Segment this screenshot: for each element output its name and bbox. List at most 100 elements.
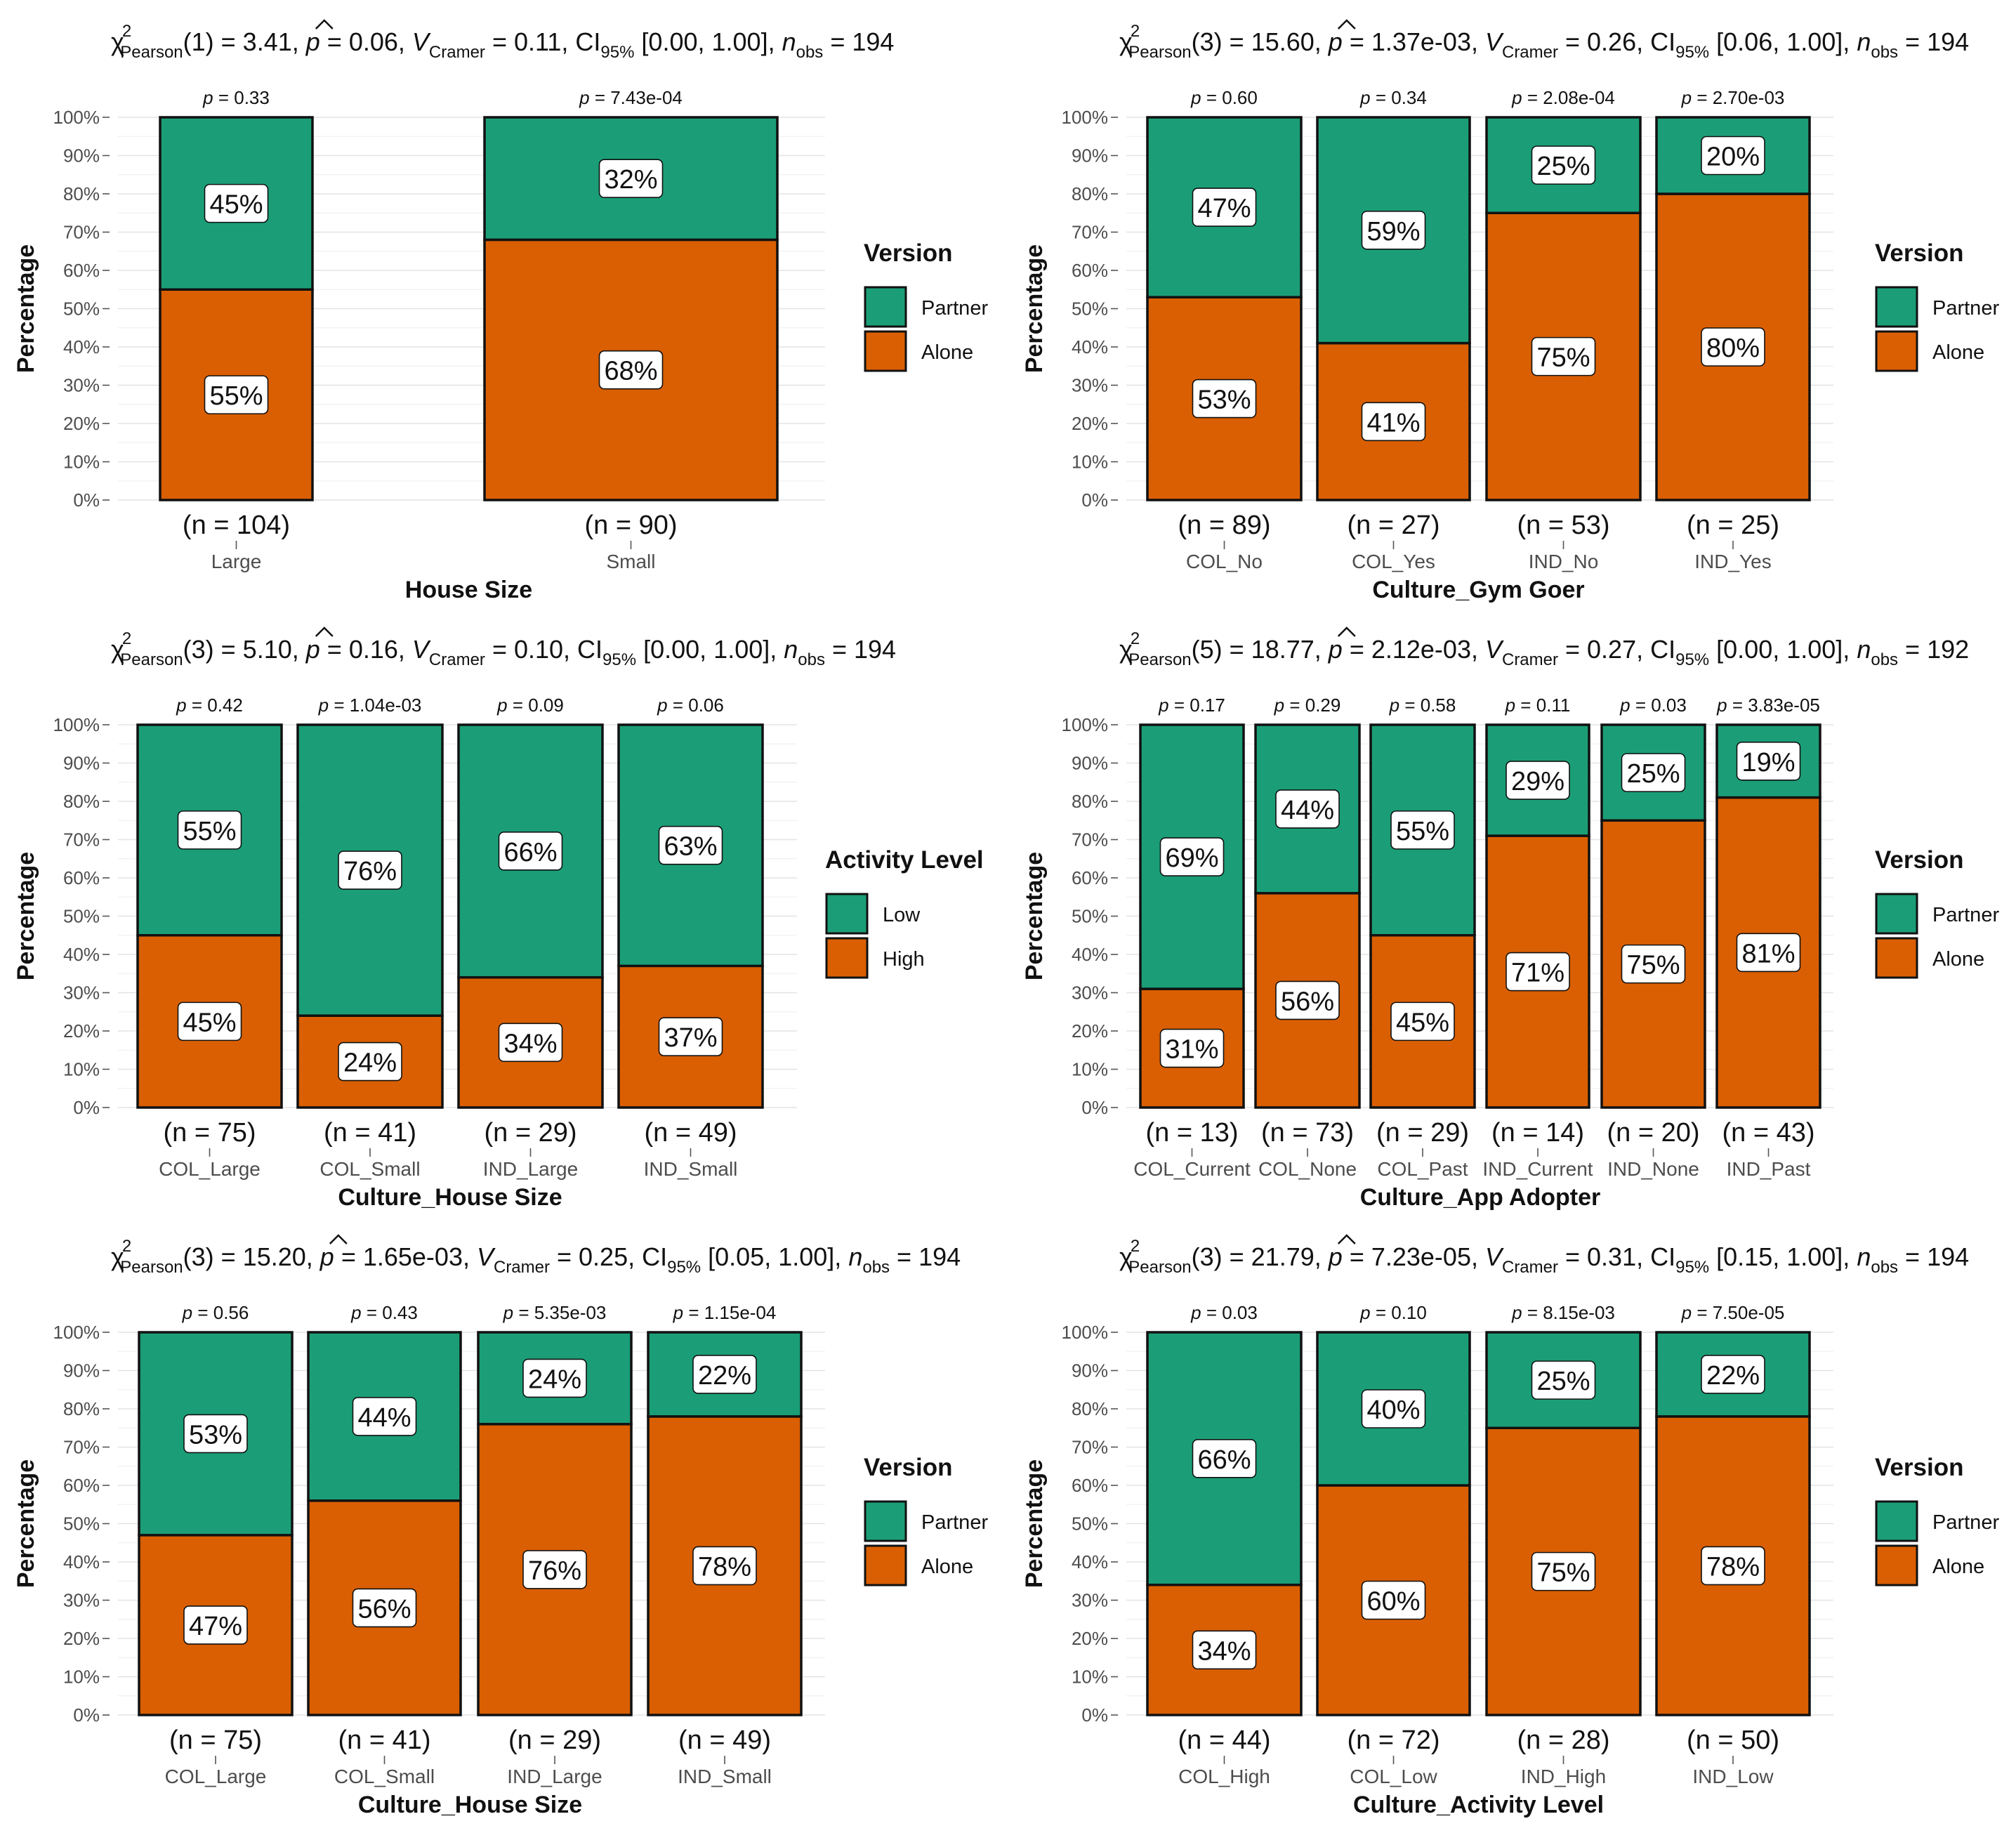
legend-label-alone: Alone (1932, 948, 1984, 971)
y-tick-label: 90% (63, 753, 100, 774)
data-label-partner-box (1531, 145, 1596, 185)
legend-swatch-partner (864, 286, 907, 328)
subtitle-superscript: 2 (122, 1237, 131, 1256)
subtitle-v-symbol: V (1485, 27, 1504, 56)
y-tick-label: 10% (63, 1667, 100, 1688)
subtitle-n-symbol: n (784, 635, 798, 664)
subtitle-v-value: = 0.10, CI (485, 635, 602, 664)
y-tick-label: 0% (73, 490, 100, 511)
y-tick-label: 50% (1072, 1513, 1108, 1535)
y-tick-label: 40% (1072, 1551, 1108, 1572)
subtitle-ci-value: [0.00, 1.00], (634, 27, 782, 56)
x-tick-label: IND_Large (507, 1766, 602, 1787)
x-tick-label: COL_None (1258, 1158, 1357, 1180)
data-label-alone: 75% (1536, 343, 1590, 373)
x-tick-label: COL_Yes (1352, 551, 1435, 572)
y-axis-label: Percentage (13, 1459, 39, 1588)
subtitle-hat-mark (315, 626, 334, 637)
x-tick-label: COL_Large (165, 1766, 267, 1787)
y-tick-label: 40% (63, 944, 100, 965)
x-tick-label: IND_High (1521, 1766, 1606, 1787)
bar-p-value: p = 7.50e-05 (1681, 1302, 1785, 1323)
data-label-alone-box (1621, 944, 1686, 984)
bar-p-symbol: p (202, 87, 213, 108)
bar-p-symbol: p (1511, 87, 1522, 108)
chart-subtitle: χ2 Pearson(3) = 15.20, p = 1.65e-03, VCra… (111, 1237, 961, 1277)
bar-p-text: = 0.34 (1371, 87, 1427, 108)
data-label-partner: 32% (604, 165, 657, 195)
data-label-low-box (498, 832, 563, 871)
y-tick-label: 100% (53, 714, 100, 735)
data-label-high: 37% (664, 1023, 717, 1053)
data-label-alone-box (522, 1550, 587, 1589)
data-label-partner-box (1531, 1360, 1596, 1400)
subtitle-n-symbol: n (848, 1242, 862, 1271)
y-tick-label: 0% (1081, 1097, 1108, 1118)
chart-subtitle: χ2 Pearson(3) = 15.60, p = 1.37e-03, VCra… (1119, 22, 1969, 62)
chart-subtitle: χ2 Pearson(3) = 21.79, p = 7.23e-05, VCra… (1119, 1237, 1969, 1277)
subtitle-n-symbol: n (1857, 1242, 1871, 1271)
legend-label-partner: Partner (921, 1511, 988, 1534)
data-label-partner-box (1701, 1355, 1765, 1394)
data-label-alone-box (1361, 402, 1426, 442)
legend-swatch-high (825, 937, 869, 979)
bar-count-label: (n = 53) (1517, 511, 1609, 540)
subtitle-v-subscript: Cramer (1502, 43, 1558, 62)
bar-p-value: p = 0.09 (496, 695, 564, 716)
bar-count-label: (n = 73) (1261, 1118, 1354, 1148)
y-tick-label: 50% (63, 906, 100, 927)
x-tick-label: COL_High (1178, 1766, 1270, 1787)
y-tick-label: 60% (63, 260, 100, 281)
bar-p-value: p = 0.03 (1190, 1302, 1258, 1323)
data-label-partner: 44% (357, 1403, 411, 1433)
y-tick-label: 60% (1072, 867, 1108, 888)
legend-title: Version (1875, 239, 1963, 267)
legend-label-partner: Partner (1932, 297, 1999, 320)
chart-subtitle: χ2 Pearson(1) = 3.41, p = 0.06, VCramer =… (111, 22, 894, 62)
data-label-partner-box (522, 1358, 587, 1398)
bar-p-value: p = 2.08e-04 (1511, 87, 1615, 108)
data-label-alone: 68% (604, 357, 657, 386)
bar-p-symbol: p (1158, 695, 1168, 716)
subtitle-n-symbol: n (782, 27, 796, 56)
data-label-partner: 59% (1366, 217, 1420, 247)
subtitle-ci-subscript: 95% (602, 650, 636, 669)
data-label-partner-box (1361, 1389, 1426, 1428)
subtitle-n-value: = 194 (825, 635, 896, 664)
y-tick-label: 20% (1072, 1020, 1108, 1042)
x-tick-label: IND_Small (678, 1766, 772, 1787)
x-axis-label: Culture_House Size (338, 1184, 562, 1211)
bar-p-value: p = 0.42 (176, 695, 243, 716)
data-label-alone-box (1192, 1630, 1257, 1670)
subtitle-hat-mark (329, 1234, 348, 1244)
subtitle-statistic: (1) = 3.41, (183, 27, 306, 56)
y-tick-label: 30% (1072, 375, 1108, 396)
subtitle-subscript: Pearson (120, 650, 183, 669)
bar-count-label: (n = 28) (1517, 1726, 1609, 1755)
x-tick-label: COL_Large (159, 1158, 261, 1180)
legend-swatch-partner (1875, 893, 1918, 935)
chart-subtitle: χ2 Pearson(3) = 5.10, p = 0.16, VCramer =… (111, 629, 896, 669)
data-label-low-box (338, 850, 402, 890)
bar-p-symbol: p (1190, 87, 1201, 108)
y-tick-label: 20% (1072, 1628, 1108, 1649)
subtitle-v-subscript: Cramer (494, 1258, 550, 1277)
bar-p-text: = 0.56 (192, 1302, 249, 1323)
data-label-high: 45% (183, 1008, 236, 1037)
subtitle-v-subscript: Cramer (1502, 1258, 1558, 1277)
bar-p-text: = 0.42 (187, 695, 243, 716)
subtitle-p-symbol: p (305, 27, 320, 56)
bar-p-value: p = 0.03 (1619, 695, 1687, 716)
subtitle-hat-mark (1337, 626, 1356, 637)
bar-p-symbol: p (1681, 1302, 1692, 1323)
subtitle-v-subscript: Cramer (429, 650, 485, 669)
x-tick-label: IND_Low (1692, 1766, 1774, 1787)
y-axis-label: Percentage (13, 852, 39, 980)
data-label-alone: 34% (1197, 1636, 1251, 1666)
data-label-alone: 31% (1165, 1035, 1218, 1065)
legend-title: Version (864, 239, 952, 267)
data-label-alone-box (692, 1546, 757, 1586)
data-label-alone: 75% (1536, 1558, 1590, 1588)
data-label-alone-box (183, 1605, 248, 1645)
